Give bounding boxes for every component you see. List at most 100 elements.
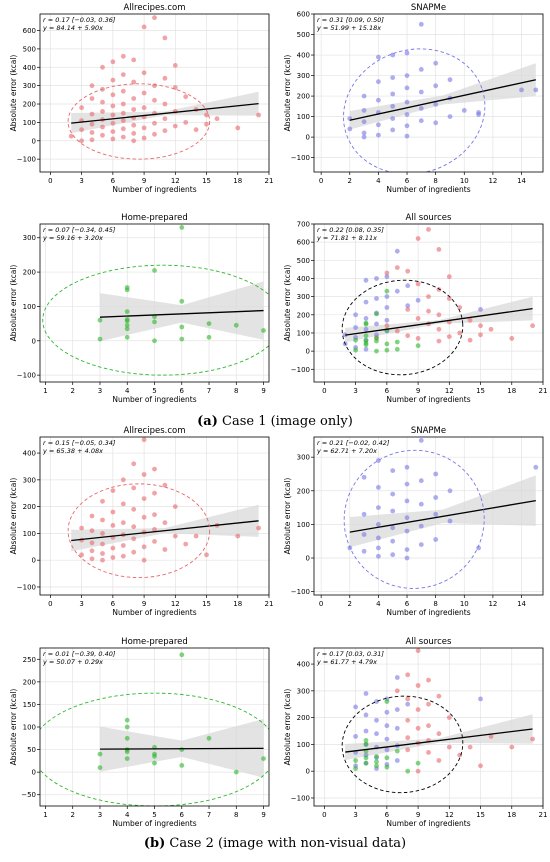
x-tick-label: 6 [385,387,390,395]
data-point [476,112,481,117]
data-point [120,53,126,59]
chart-title: SNAPMe [411,3,446,13]
data-point [390,525,396,531]
data-point [376,505,381,510]
data-point [436,287,442,292]
data-point [97,317,103,323]
data-point [415,316,421,321]
data-point [376,485,381,490]
stats-equation: y = 59.16 + 3.20x [42,234,103,242]
x-tick-label: 9 [261,387,265,395]
case-1-caption: (a) Case 2 (image with non-visual data) … [0,414,550,429]
data-point [353,704,358,710]
data-point [426,723,431,729]
stats-r: r = 0.01 [−0.39, 0.40] [43,650,116,658]
data-point [390,91,396,97]
y-tick-label: 500 [297,31,310,39]
regression-line [345,728,533,753]
data-point [152,760,157,766]
data-point [68,133,74,139]
x-tick-label: 6 [111,600,116,608]
data-point [110,523,116,528]
x-tick-label: 7 [207,387,211,395]
data-point [141,437,147,443]
data-point [179,652,185,658]
x-tick-label: 12 [171,177,180,185]
y-axis-label: Absolute error (kcal) [9,689,18,766]
data-point [131,57,137,63]
data-point [131,96,137,101]
y-tick-label: 200 [23,269,36,277]
data-point [110,509,116,515]
data-point [110,545,116,551]
x-tick-label: 8 [433,600,437,608]
case-1-caption-label: (a) [197,414,218,429]
chart-title: Home-prepared [121,637,188,647]
confidence-band [345,296,533,343]
data-point [214,116,220,122]
data-point [376,54,381,60]
data-point [363,333,369,339]
data-point [361,130,367,136]
x-tick-label: 0 [319,600,323,608]
data-point [124,749,130,755]
y-tick-label: 200 [23,503,36,511]
data-point [405,717,411,723]
y-tick-label: 300 [297,293,310,301]
data-point [110,555,116,560]
data-point [376,545,381,551]
data-point [433,537,439,542]
data-point [131,79,137,85]
data-point [418,67,424,72]
data-point [376,132,381,138]
chart-title: Allrecipes.com [123,3,185,13]
data-point [426,227,431,232]
data-point [390,75,396,80]
data-point [179,763,185,768]
data-point [394,288,400,294]
y-tick-label: 100 [297,113,310,121]
data-point [433,471,439,477]
data-point [120,134,126,140]
data-point [404,464,410,470]
data-point [376,522,381,527]
data-point [374,296,379,301]
y-tick-label: 300 [23,234,36,242]
data-point [97,765,103,770]
data-point [363,760,369,766]
chart-title: Home-prepared [121,213,188,223]
data-point [415,281,421,287]
chart-panel-7: 1 2 3 4 5 6 7 8 9 −50 0 50 100 150 200 250 Home-prepared… [9,637,270,828]
x-tick-label: 12 [445,811,454,819]
data-point [384,723,390,729]
x-tick-label: 15 [202,600,211,608]
data-point [426,294,431,299]
y-axis-label: Absolute error (kcal) [283,55,292,132]
y-tick-label: 200 [297,311,310,319]
stats-equation: y = 61.77 + 4.79x [316,658,377,666]
data-point [405,696,411,702]
y-tick-label: 0 [32,337,36,345]
data-point [89,83,95,89]
data-point [384,347,390,353]
x-tick-label: 8 [234,811,238,819]
data-point [89,548,95,554]
data-point [394,748,400,754]
data-point [100,132,105,138]
data-point [120,101,126,107]
data-point [384,755,390,761]
data-point [79,525,84,531]
case-1-caption-body: Case 1 (image only) [217,414,353,429]
y-tick-label: 600 [23,27,36,35]
data-point [426,750,431,755]
data-point [100,498,105,504]
y-tick-label: 100 [23,119,36,127]
y-tick-label: 0 [306,134,310,142]
data-point [384,305,390,310]
data-point [433,60,439,66]
data-point [405,283,411,289]
data-point [152,466,157,472]
data-point [162,116,168,122]
plot-area [343,438,539,589]
data-point [467,337,473,343]
